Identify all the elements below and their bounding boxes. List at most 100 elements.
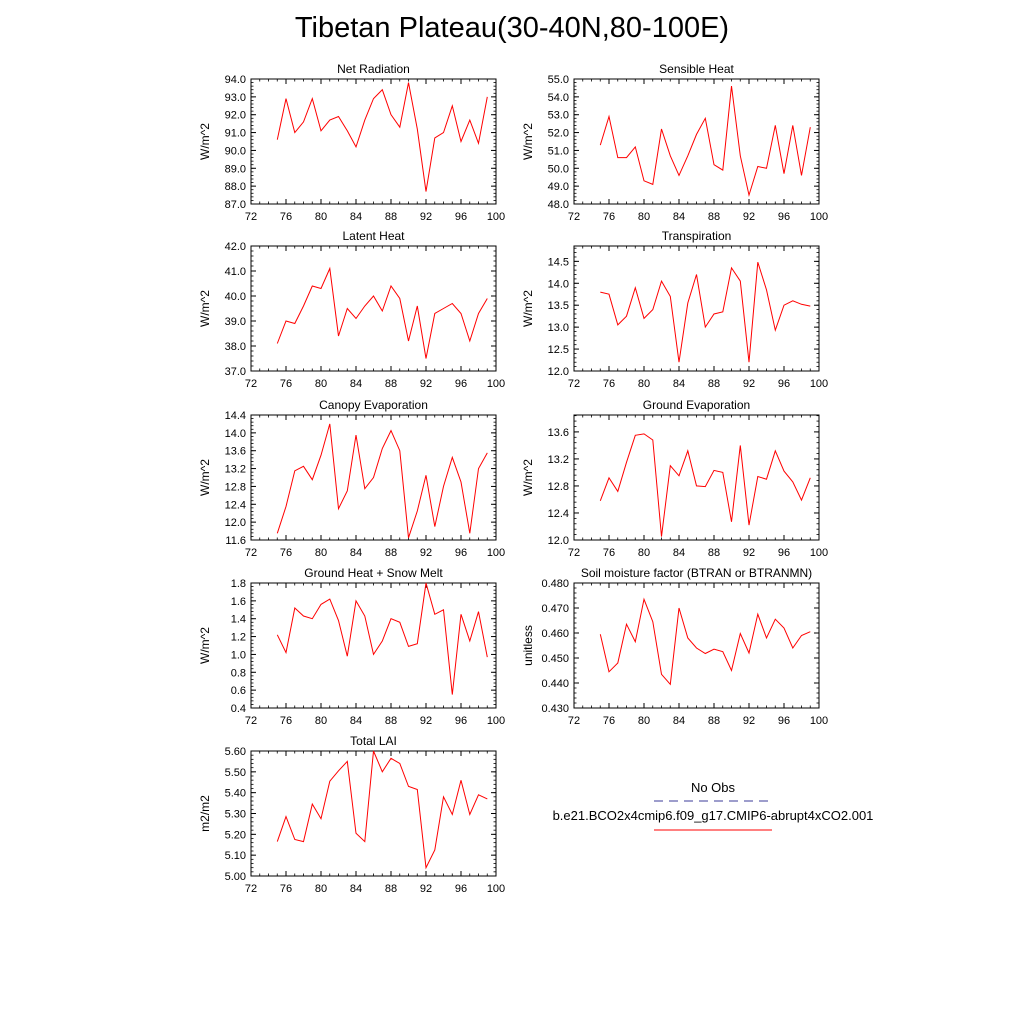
y-tick-label: 0.470 bbox=[541, 603, 569, 615]
x-tick-label: 76 bbox=[603, 715, 615, 727]
y-tick-label: 49.0 bbox=[548, 181, 569, 193]
x-tick-label: 96 bbox=[778, 378, 790, 390]
y-axis-label: W/m^2 bbox=[198, 627, 212, 664]
x-tick-label: 88 bbox=[385, 715, 397, 727]
panel-title: Total LAI bbox=[350, 734, 397, 748]
y-tick-label: 5.60 bbox=[225, 746, 246, 758]
y-tick-label: 13.2 bbox=[225, 464, 246, 476]
y-tick-label: 13.0 bbox=[548, 322, 569, 334]
x-tick-label: 84 bbox=[350, 378, 362, 390]
x-tick-label: 72 bbox=[245, 547, 257, 559]
y-tick-label: 0.440 bbox=[541, 678, 569, 690]
y-tick-label: 14.0 bbox=[225, 428, 246, 440]
x-tick-label: 72 bbox=[568, 547, 580, 559]
y-tick-label: 0.8 bbox=[231, 667, 246, 679]
plot-frame bbox=[573, 78, 820, 205]
y-tick-label: 14.4 bbox=[225, 410, 246, 422]
y-tick-label: 12.5 bbox=[548, 344, 569, 356]
x-tick-label: 92 bbox=[420, 883, 432, 895]
y-tick-label: 12.8 bbox=[548, 481, 569, 493]
x-tick-label: 80 bbox=[638, 547, 650, 559]
figure-title: Tibetan Plateau(30-40N,80-100E) bbox=[294, 12, 730, 44]
y-axis-label: W/m^2 bbox=[198, 123, 212, 160]
y-tick-label: 52.0 bbox=[548, 128, 569, 140]
y-tick-label: 90.0 bbox=[225, 145, 246, 157]
y-tick-label: 11.6 bbox=[225, 535, 246, 547]
panel-transpiration: Transpiration W/m^2 72 76 80 84 88 92 96 100 12.0 1… bbox=[521, 229, 828, 390]
x-tick-label: 100 bbox=[487, 378, 505, 390]
x-tick-label: 92 bbox=[420, 715, 432, 727]
y-tick-label: 5.30 bbox=[225, 809, 246, 821]
x-tick-label: 76 bbox=[603, 547, 615, 559]
legend-label-model: b.e21.BCO2x4cmip6.f09_g17.CMIP6-abrupt4x… bbox=[553, 808, 874, 823]
y-axis-label: unitless bbox=[521, 625, 535, 666]
x-tick-label: 84 bbox=[673, 378, 685, 390]
x-tick-label: 92 bbox=[420, 378, 432, 390]
x-tick-label: 92 bbox=[743, 547, 755, 559]
y-tick-label: 51.0 bbox=[548, 145, 569, 157]
panel-ground-evaporation: Ground Evaporation W/m^2 72 76 80 84 88 92 96 100… bbox=[521, 398, 828, 559]
x-tick-label: 96 bbox=[455, 211, 467, 223]
series-line-latent-heat bbox=[276, 266, 488, 359]
y-tick-label: 87.0 bbox=[225, 199, 246, 211]
x-tick-label: 92 bbox=[743, 378, 755, 390]
panel-title: Soil moisture factor (BTRAN or BTRANMN) bbox=[581, 566, 812, 580]
plot-frame bbox=[250, 750, 497, 877]
x-tick-label: 76 bbox=[603, 211, 615, 223]
x-tick-label: 100 bbox=[487, 547, 505, 559]
y-tick-label: 55.0 bbox=[548, 74, 569, 86]
x-tick-label: 72 bbox=[568, 211, 580, 223]
x-tick-label: 76 bbox=[603, 378, 615, 390]
x-tick-label: 72 bbox=[568, 715, 580, 727]
y-tick-label: 0.430 bbox=[541, 703, 569, 715]
x-tick-label: 76 bbox=[280, 547, 292, 559]
y-tick-label: 39.0 bbox=[225, 316, 246, 328]
y-tick-label: 0.4 bbox=[231, 703, 246, 715]
x-tick-label: 92 bbox=[420, 211, 432, 223]
panel-ground-heat-snow-melt: Ground Heat + Snow Melt W/m^2 72 76 80 84 88 92… bbox=[198, 566, 505, 727]
panels-group: Net Radiation W/m^2 72 76 80 84 88 92 96 100 87.0 8… bbox=[198, 62, 828, 895]
y-tick-label: 5.00 bbox=[225, 871, 246, 883]
y-tick-label: 37.0 bbox=[225, 366, 246, 378]
x-tick-label: 92 bbox=[743, 715, 755, 727]
series-line-transpiration bbox=[600, 262, 811, 363]
x-tick-label: 92 bbox=[420, 547, 432, 559]
y-tick-label: 0.450 bbox=[541, 653, 569, 665]
y-tick-label: 1.6 bbox=[231, 596, 246, 608]
x-tick-label: 72 bbox=[245, 378, 257, 390]
x-tick-label: 88 bbox=[385, 378, 397, 390]
x-tick-label: 96 bbox=[455, 715, 467, 727]
x-tick-label: 84 bbox=[673, 211, 685, 223]
y-tick-label: 1.8 bbox=[231, 578, 246, 590]
y-tick-label: 5.10 bbox=[225, 850, 246, 862]
y-tick-label: 40.0 bbox=[225, 291, 246, 303]
series-line-total-lai bbox=[276, 750, 488, 870]
y-tick-label: 92.0 bbox=[225, 110, 246, 122]
series-line-net-radiation bbox=[276, 82, 488, 192]
panel-latent-heat: Latent Heat W/m^2 72 76 80 84 88 92 96 100 37.0 38.… bbox=[198, 229, 505, 390]
x-tick-label: 84 bbox=[350, 211, 362, 223]
y-tick-label: 41.0 bbox=[225, 266, 246, 278]
x-tick-label: 100 bbox=[810, 547, 828, 559]
x-tick-label: 100 bbox=[487, 211, 505, 223]
y-tick-label: 12.4 bbox=[225, 499, 246, 511]
panel-total-lai: Total LAI m2/m2 72 76 80 84 88 92 96 100 5.00 5.10 5… bbox=[198, 734, 505, 895]
x-tick-label: 96 bbox=[778, 211, 790, 223]
x-tick-label: 84 bbox=[673, 547, 685, 559]
x-tick-label: 88 bbox=[385, 547, 397, 559]
x-tick-label: 80 bbox=[638, 378, 650, 390]
plot-frame bbox=[250, 245, 497, 372]
x-tick-label: 96 bbox=[778, 715, 790, 727]
panel-title: Ground Heat + Snow Melt bbox=[304, 566, 443, 580]
panel-title: Net Radiation bbox=[337, 62, 410, 76]
y-tick-label: 14.5 bbox=[548, 256, 569, 268]
x-tick-label: 88 bbox=[385, 211, 397, 223]
x-tick-label: 100 bbox=[810, 715, 828, 727]
panel-title: Sensible Heat bbox=[659, 62, 734, 76]
y-tick-label: 5.40 bbox=[225, 788, 246, 800]
x-tick-label: 100 bbox=[810, 378, 828, 390]
panel-title: Transpiration bbox=[662, 229, 732, 243]
panel-title: Canopy Evaporation bbox=[319, 398, 428, 412]
y-tick-label: 5.20 bbox=[225, 829, 246, 841]
x-tick-label: 80 bbox=[638, 715, 650, 727]
